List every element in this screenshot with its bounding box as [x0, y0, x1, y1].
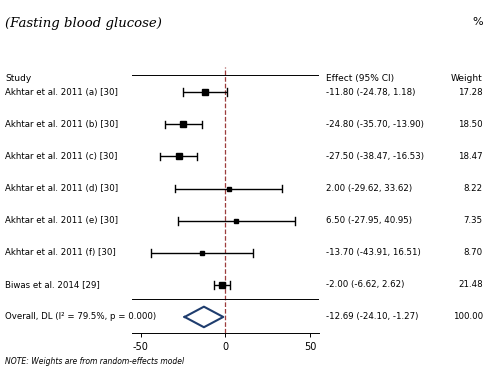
Text: Akhtar et al. 2011 (b) [30]: Akhtar et al. 2011 (b) [30] [5, 120, 118, 129]
Text: 2.00 (-29.62, 33.62): 2.00 (-29.62, 33.62) [326, 184, 412, 193]
Text: 100.00: 100.00 [453, 312, 483, 322]
Text: Akhtar et al. 2011 (a) [30]: Akhtar et al. 2011 (a) [30] [5, 88, 118, 97]
Text: 7.35: 7.35 [464, 216, 483, 225]
Text: 18.50: 18.50 [458, 120, 483, 129]
Text: 8.70: 8.70 [464, 248, 483, 257]
Text: %: % [472, 17, 483, 27]
Text: Akhtar et al. 2011 (d) [30]: Akhtar et al. 2011 (d) [30] [5, 184, 118, 193]
Text: 21.48: 21.48 [458, 280, 483, 289]
Text: -27.50 (-38.47, -16.53): -27.50 (-38.47, -16.53) [326, 152, 424, 161]
Text: -24.80 (-35.70, -13.90): -24.80 (-35.70, -13.90) [326, 120, 424, 129]
Text: -11.80 (-24.78, 1.18): -11.80 (-24.78, 1.18) [326, 88, 415, 97]
Text: NOTE: Weights are from random-effects model: NOTE: Weights are from random-effects mo… [5, 357, 184, 366]
Text: -2.00 (-6.62, 2.62): -2.00 (-6.62, 2.62) [326, 280, 404, 289]
Text: Overall, DL (I² = 79.5%, p = 0.000): Overall, DL (I² = 79.5%, p = 0.000) [5, 312, 156, 322]
Text: -13.70 (-43.91, 16.51): -13.70 (-43.91, 16.51) [326, 248, 420, 257]
Text: 8.22: 8.22 [464, 184, 483, 193]
Text: Study: Study [5, 74, 31, 83]
Text: 17.28: 17.28 [458, 88, 483, 97]
Text: (Fasting blood glucose): (Fasting blood glucose) [5, 17, 162, 30]
Text: Effect (95% CI): Effect (95% CI) [326, 74, 394, 83]
Text: 6.50 (-27.95, 40.95): 6.50 (-27.95, 40.95) [326, 216, 412, 225]
Text: -12.69 (-24.10, -1.27): -12.69 (-24.10, -1.27) [326, 312, 418, 322]
Text: Akhtar et al. 2011 (c) [30]: Akhtar et al. 2011 (c) [30] [5, 152, 117, 161]
Text: 18.47: 18.47 [458, 152, 483, 161]
Text: Akhtar et al. 2011 (e) [30]: Akhtar et al. 2011 (e) [30] [5, 216, 118, 225]
Text: Biwas et al. 2014 [29]: Biwas et al. 2014 [29] [5, 280, 99, 289]
Text: Weight: Weight [451, 74, 483, 83]
Text: Akhtar et al. 2011 (f) [30]: Akhtar et al. 2011 (f) [30] [5, 248, 116, 257]
